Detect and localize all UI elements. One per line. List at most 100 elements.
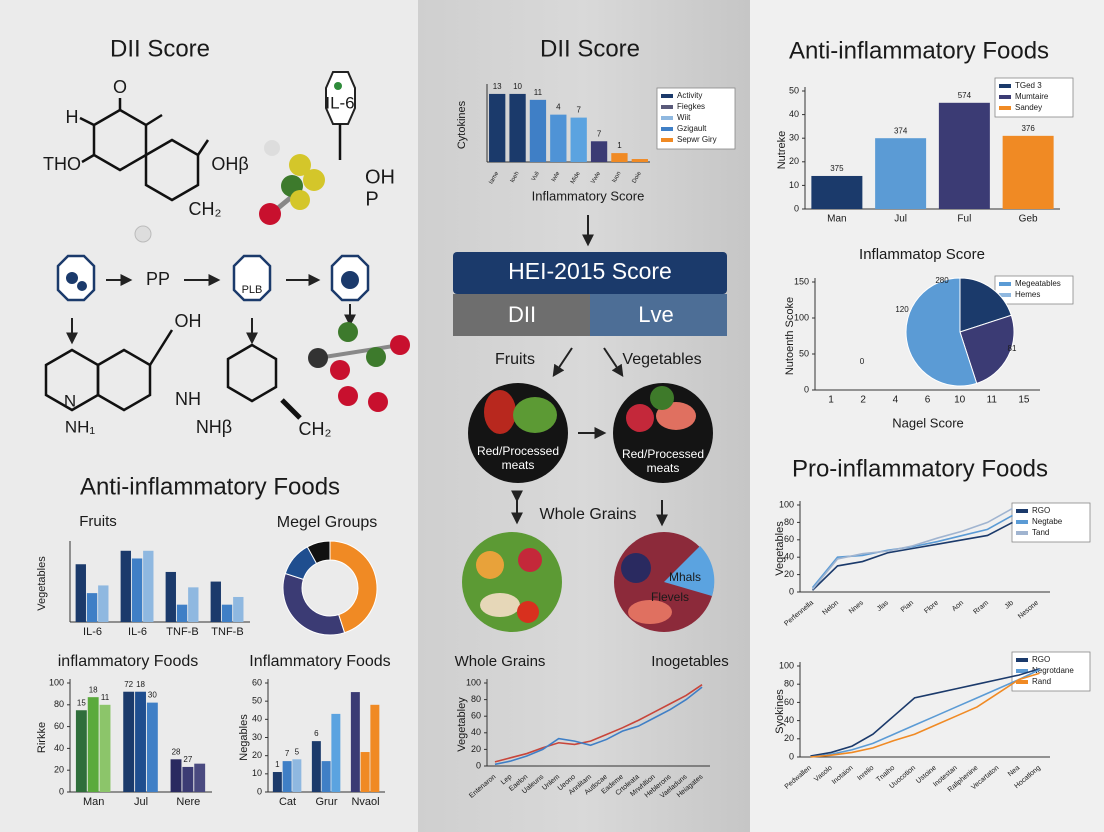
y-tick-label: 40 [471, 727, 481, 737]
bar [87, 697, 99, 792]
x-tick-label: TNF-B [166, 626, 198, 638]
food-label: Red/Processed [477, 444, 559, 458]
chart-title: Megel Groups [277, 514, 378, 531]
x-tick-label: 2 [860, 395, 866, 406]
bar-annotation: 10 [513, 82, 522, 91]
y-axis-label: Nutoenth Scoke [784, 297, 796, 375]
dii-box [453, 294, 590, 336]
food-label: Mhals [669, 570, 701, 584]
atom: OHβ [211, 154, 248, 174]
pathway-icon [232, 254, 272, 302]
bar-annotation: 1 [275, 760, 280, 769]
bar [165, 571, 176, 622]
atom: CH₂ [299, 419, 332, 439]
legend-swatch [1016, 658, 1028, 662]
y-axis-label: Syokines [774, 689, 786, 734]
food [650, 386, 674, 410]
y-tick-label: 60 [784, 534, 794, 544]
y-tick-label: 0 [789, 586, 794, 596]
legend-swatch [661, 127, 673, 131]
chart-subtitle: Inogetables [651, 653, 729, 670]
chart-title: Pro-inflammatory Foods [792, 455, 1048, 482]
x-axis-label: Nagel Score [892, 415, 964, 430]
pie-slice [905, 277, 978, 387]
bar [811, 175, 863, 209]
pie-annotation: 120 [895, 305, 909, 314]
food [513, 397, 557, 433]
y-tick-label: 30 [252, 732, 262, 742]
bar-annotation: 18 [136, 680, 145, 689]
atom-ball [289, 154, 311, 176]
bar [98, 585, 109, 622]
y-tick-label: 80 [471, 694, 481, 704]
legend-label: TGed 3 [1015, 81, 1042, 90]
bar [590, 141, 608, 162]
bar [875, 138, 927, 209]
y-axis-label: Cytokines [456, 100, 468, 149]
bar [194, 763, 206, 792]
food [518, 548, 542, 572]
bar [131, 558, 143, 622]
x-tick-label: 6 [925, 395, 931, 406]
y-tick-label: 80 [784, 517, 794, 527]
atom-ball [264, 140, 280, 156]
y-tick-label: 0 [804, 384, 809, 394]
x-tick-label: Cat [279, 796, 296, 808]
atom: OH [365, 166, 395, 188]
x-tick-label: Nere [176, 796, 200, 808]
bond [79, 116, 95, 127]
il6-icon [325, 71, 356, 125]
bar [292, 759, 302, 792]
flow-label: Fruits [495, 351, 535, 368]
atom-ball [368, 392, 388, 412]
food-label: meats [502, 458, 535, 472]
bar-annotation: 28 [172, 747, 181, 756]
atom-ball [134, 225, 152, 243]
y-tick-label: 60 [471, 711, 481, 721]
y-tick-label: 20 [784, 569, 794, 579]
legend-swatch [661, 105, 673, 109]
bar [75, 564, 86, 622]
pie-annotation: 81 [1008, 344, 1017, 353]
legend-swatch [999, 95, 1011, 99]
flow-label: Vegetables [622, 351, 701, 368]
pie-annotation: 280 [935, 276, 949, 285]
bar [135, 691, 146, 792]
bar [233, 596, 244, 622]
bar-annotation: 7 [285, 749, 290, 758]
x-tick-label: Man [83, 796, 104, 808]
bar [120, 550, 131, 622]
chart-title: Whole Grains [455, 653, 546, 670]
x-tick-label: 4 [893, 395, 899, 406]
bar [86, 593, 98, 622]
pathway-label: PLB [242, 284, 263, 296]
diagram-title: DII Score [110, 35, 210, 62]
bar [99, 704, 111, 792]
bar [331, 713, 341, 792]
bar [489, 93, 506, 162]
y-axis-label: Vegetabley [456, 697, 468, 752]
bar [529, 99, 547, 162]
pie-slice [959, 277, 1012, 333]
y-tick-label: 60 [784, 697, 794, 707]
food [621, 553, 651, 583]
atom: O [113, 77, 127, 97]
header-box [453, 252, 727, 294]
y-axis-label: Vegetables [36, 556, 48, 611]
food [480, 593, 520, 617]
y-axis-label: Vegetables [774, 521, 786, 576]
box-text: Lve [638, 302, 673, 327]
bar-annotation: 7 [597, 129, 602, 138]
box-text: DII [508, 302, 536, 327]
chart-title: Anti-inflammatory Foods [789, 37, 1049, 64]
bar [321, 761, 331, 792]
y-tick-label: 40 [789, 109, 799, 119]
y-tick-label: 10 [252, 768, 262, 778]
y-tick-label: 40 [784, 552, 794, 562]
x-tick-label: Doie [632, 170, 644, 184]
y-tick-label: 40 [784, 715, 794, 725]
arrow [603, 347, 624, 377]
bar [938, 102, 990, 209]
bar-annotation: 1 [617, 141, 622, 150]
y-tick-label: 0 [59, 786, 64, 796]
